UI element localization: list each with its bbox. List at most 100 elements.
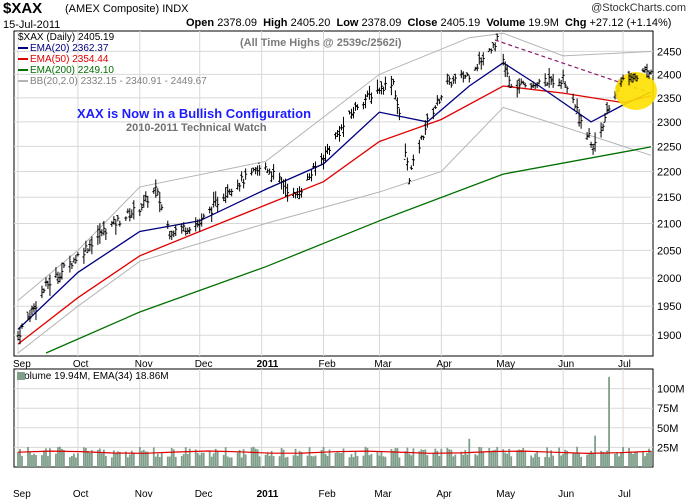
volume-bar — [390, 448, 393, 467]
volume-bar — [158, 457, 161, 467]
price-tick-label: 2450 — [657, 46, 681, 58]
price-bar — [449, 81, 453, 88]
volume-bar — [552, 455, 555, 467]
price-bar — [605, 102, 609, 115]
price-bar — [74, 254, 78, 264]
close-value: 2405.19 — [440, 17, 481, 29]
price-axis: 1900 1950 2000 2050 2100 2150 2200 2250 2300 2350… — [657, 46, 681, 342]
volume-bar — [110, 457, 113, 467]
volume-bar — [112, 450, 115, 467]
price-bar — [222, 193, 226, 202]
volume-bar — [322, 446, 325, 467]
open-value: 2378.09 — [217, 17, 257, 29]
price-bar — [154, 179, 158, 198]
volume-bar — [29, 451, 31, 467]
price-bar — [242, 178, 246, 189]
volume-bar — [71, 455, 73, 467]
price-bar — [347, 110, 351, 115]
price-bar — [34, 301, 38, 321]
volume-bar — [506, 453, 509, 467]
legend-price: $XAX (Daily) 2405.19 — [18, 32, 115, 43]
volume-month-label: Sep — [13, 489, 31, 500]
price-bar — [425, 113, 429, 128]
volume-bar — [482, 452, 485, 467]
price-bar — [459, 69, 463, 79]
volume-bar — [308, 447, 311, 467]
volume-bar — [438, 455, 441, 467]
volume-bar — [77, 453, 79, 467]
price-gridlines — [14, 31, 653, 356]
volume-bar — [196, 452, 199, 467]
volume-bar — [494, 449, 497, 467]
volume-bar — [576, 446, 579, 467]
index-name: (AMEX Composite) — [65, 3, 160, 15]
price-bar — [473, 66, 477, 71]
volume-bar — [294, 448, 297, 467]
breakout-highlight — [615, 72, 657, 110]
volume-bar — [336, 451, 339, 467]
price-bar — [310, 169, 314, 182]
volume-bar — [98, 448, 101, 467]
volume-bar — [27, 446, 29, 467]
volume-month-label: Jul — [618, 489, 631, 500]
volume-bars — [17, 376, 652, 467]
volume-bar — [138, 447, 141, 467]
volume-tick-label: 75M — [657, 403, 678, 415]
volume-bar — [45, 448, 47, 467]
volume-bar — [534, 453, 537, 467]
price-bar — [170, 230, 174, 240]
price-bar — [250, 168, 254, 176]
volume-bar — [424, 449, 427, 467]
price-bar — [575, 98, 579, 115]
volume-bar — [84, 447, 87, 467]
volume-bar — [460, 451, 463, 467]
volume-bar — [284, 457, 287, 467]
volume-bar — [252, 446, 255, 467]
price-bar — [144, 191, 148, 202]
volume-tick-label: 50M — [657, 423, 678, 435]
price-bar — [110, 220, 114, 227]
volume-bar — [572, 452, 575, 467]
price-month-label: Jul — [618, 359, 631, 370]
price-bar — [328, 145, 332, 156]
volume-bar — [314, 455, 317, 467]
price-tick-label: 2250 — [657, 141, 681, 153]
volume-bar — [186, 453, 189, 467]
volume-bar — [480, 447, 483, 467]
volume-bar — [562, 453, 565, 467]
price-bar — [557, 78, 561, 87]
volume-bar — [370, 453, 373, 467]
volume-bar — [464, 449, 467, 467]
volume-bar — [532, 457, 535, 467]
volume-bar — [75, 457, 77, 467]
price-bar — [627, 70, 631, 86]
low-label: Low — [336, 17, 359, 29]
volume-bar — [616, 451, 618, 467]
price-bar — [68, 255, 72, 273]
price-bar — [377, 87, 381, 94]
price-bar — [82, 247, 86, 264]
price-month-label: 2011 — [257, 359, 279, 370]
price-bar — [56, 271, 60, 284]
volume-bar — [280, 448, 283, 467]
volume-bar — [86, 451, 89, 467]
price-bar — [124, 216, 128, 221]
volume-bar — [200, 452, 203, 467]
price-tick-label: 1950 — [657, 301, 681, 313]
volume-bar — [504, 452, 507, 467]
volume-bar — [604, 452, 606, 467]
volume-bar — [202, 452, 205, 467]
volume-bar — [47, 456, 49, 467]
price-bar — [649, 69, 653, 75]
price-bar — [591, 144, 595, 155]
attribution[interactable]: @StockCharts.com — [591, 2, 686, 14]
price-bar — [647, 70, 651, 79]
price-bar — [100, 229, 104, 237]
volume-bar — [300, 451, 303, 467]
price-bar — [517, 78, 521, 94]
volume-bar — [254, 448, 257, 467]
price-month-label: May — [496, 359, 515, 370]
price-bar — [395, 97, 399, 115]
volume-bar — [17, 452, 19, 467]
volume-bar — [608, 376, 610, 467]
